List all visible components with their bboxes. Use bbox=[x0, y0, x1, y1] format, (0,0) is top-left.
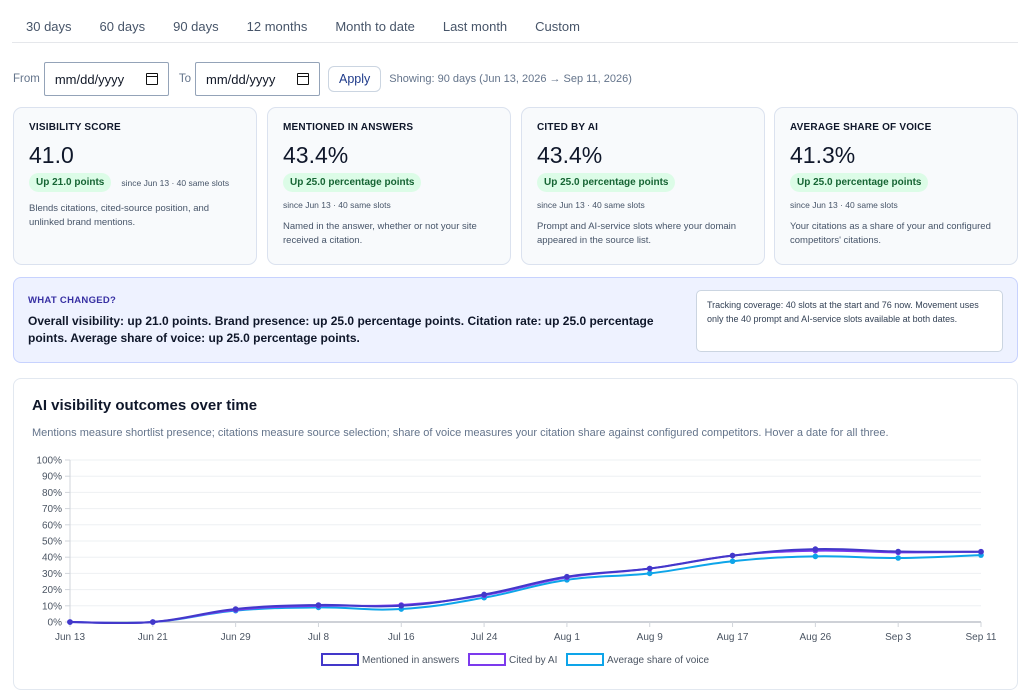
since-text: since Jun 13 · 40 same slots bbox=[283, 200, 391, 210]
data-point bbox=[646, 565, 653, 572]
card-description: Prompt and AI-service slots where your d… bbox=[537, 221, 737, 246]
card-description: Named in the answer, whether or not your… bbox=[283, 221, 477, 246]
to-date-input[interactable]: mm/dd/yyyy bbox=[195, 62, 320, 96]
y-tick-label: 70% bbox=[42, 504, 62, 515]
x-tick-label: Sep 11 bbox=[966, 632, 997, 643]
x-tick-label: Jul 16 bbox=[388, 632, 415, 643]
tab-month-to-date[interactable]: Month to date bbox=[335, 18, 415, 34]
chart-card: 0% 10% 20% 30% 40% 50% 60% 70% 80% 90% 100% Jun 13 J… bbox=[13, 378, 1018, 690]
card-description: Your citations as a share of your and co… bbox=[790, 221, 991, 246]
y-tick-label: 60% bbox=[42, 520, 62, 531]
legend-swatch bbox=[321, 653, 359, 666]
to-date-value: mm/dd/yyyy bbox=[206, 71, 276, 87]
tab-custom[interactable]: Custom bbox=[535, 18, 580, 34]
date-range-row: From mm/dd/yyyy To mm/dd/yyyy Apply Show… bbox=[13, 62, 632, 96]
data-point bbox=[812, 546, 819, 552]
from-date-value: mm/dd/yyyy bbox=[54, 71, 125, 87]
series-line-1 bbox=[69, 549, 982, 625]
tracking-coverage-note: Tracking coverage: 40 slots at the start… bbox=[696, 290, 1003, 352]
tab-90-days[interactable]: 90 days bbox=[173, 18, 219, 34]
y-tick-label: 50% bbox=[42, 537, 62, 548]
x-tick-label: Aug 1 bbox=[554, 632, 581, 643]
x-tick-label: Aug 9 bbox=[637, 632, 664, 643]
data-point bbox=[895, 555, 901, 561]
chart-subtitle: Mentions measure shortlist presence; cit… bbox=[32, 427, 889, 439]
legend-swatch bbox=[566, 653, 604, 666]
period-tabs: 30 days 60 days 90 days 12 months Month … bbox=[12, 0, 1018, 43]
card-title: AVERAGE SHARE OF VOICE bbox=[790, 122, 932, 133]
data-point bbox=[895, 548, 901, 555]
data-point bbox=[729, 552, 736, 559]
apply-button[interactable]: Apply bbox=[328, 66, 382, 92]
data-point bbox=[812, 553, 819, 560]
calendar-icon[interactable] bbox=[297, 73, 309, 85]
x-tick-label: Jun 29 bbox=[221, 632, 251, 643]
x-tick-label: Jun 13 bbox=[55, 632, 85, 643]
legend-label: Average share of voice bbox=[607, 655, 710, 666]
data-point bbox=[564, 573, 570, 580]
card-visibility-score: VISIBILITY SCORE 41.0 Up 21.0 points sin… bbox=[13, 107, 257, 265]
data-point bbox=[67, 619, 73, 625]
x-tick-label: Aug 26 bbox=[800, 632, 832, 643]
card-title: CITED BY AI bbox=[537, 122, 599, 133]
y-tick-label: 100% bbox=[36, 456, 62, 467]
chart-title: AI visibility outcomes over time bbox=[32, 397, 258, 414]
from-date-input[interactable]: mm/dd/yyyy bbox=[43, 62, 169, 96]
tab-last-month[interactable]: Last month bbox=[442, 18, 508, 34]
series-line-0 bbox=[69, 547, 982, 625]
data-point bbox=[232, 606, 239, 612]
data-point bbox=[978, 548, 984, 555]
data-point bbox=[729, 558, 736, 565]
tab-30-days[interactable]: 30 days bbox=[26, 18, 72, 34]
calendar-icon[interactable] bbox=[145, 73, 158, 85]
from-label: From bbox=[13, 73, 40, 85]
x-tick-label: Jun 21 bbox=[138, 632, 168, 643]
visibility-chart[interactable]: 0% 10% 20% 30% 40% 50% 60% 70% 80% 90% 100% Jun 13 J… bbox=[14, 379, 1019, 691]
to-label: To bbox=[178, 73, 191, 85]
legend-swatch bbox=[468, 653, 506, 666]
data-point bbox=[398, 603, 405, 609]
change-badge: Up 25.0 percentage points bbox=[283, 173, 422, 192]
card-value: 41.3% bbox=[790, 142, 856, 168]
card-cited-by-ai: CITED BY AI 43.4% Up 25.0 percentage poi… bbox=[521, 107, 765, 265]
x-tick-label: Aug 17 bbox=[717, 632, 749, 643]
card-title: MENTIONED IN ANSWERS bbox=[283, 122, 414, 133]
y-tick-label: 80% bbox=[42, 488, 62, 499]
y-tick-label: 30% bbox=[42, 569, 62, 580]
data-point bbox=[481, 591, 487, 598]
what-changed-summary: Overall visibility: up 21.0 points. Bran… bbox=[28, 314, 654, 345]
legend-label: Mentioned in answers bbox=[362, 655, 459, 666]
change-badge: Up 25.0 percentage points bbox=[790, 173, 929, 192]
x-tick-label: Jul 24 bbox=[471, 632, 498, 643]
since-text: since Jun 13 · 40 same slots bbox=[121, 177, 230, 188]
card-value: 41.0 bbox=[29, 142, 74, 168]
card-value: 43.4% bbox=[537, 142, 603, 168]
what-changed-title: WHAT CHANGED? bbox=[28, 295, 117, 306]
tab-12-months[interactable]: 12 months bbox=[246, 18, 308, 34]
y-tick-label: 10% bbox=[42, 601, 62, 612]
change-badge: Up 21.0 points bbox=[29, 173, 112, 192]
data-point bbox=[315, 602, 322, 608]
since-text: since Jun 13 · 40 same slots bbox=[537, 200, 645, 210]
showing-range-text: Showing: 90 days (Jun 13, 2026 → Sep 11,… bbox=[389, 73, 632, 85]
card-average-share-of-voice: AVERAGE SHARE OF VOICE 41.3% Up 25.0 per… bbox=[774, 107, 1018, 265]
y-tick-label: 40% bbox=[42, 553, 62, 564]
card-description: Blends citations, cited-source position,… bbox=[29, 203, 210, 228]
y-tick-label: 20% bbox=[42, 585, 62, 596]
card-value: 43.4% bbox=[283, 142, 349, 168]
change-badge: Up 25.0 percentage points bbox=[537, 173, 676, 192]
data-point bbox=[150, 619, 156, 625]
x-tick-label: Jul 8 bbox=[308, 632, 330, 643]
x-tick-label: Sep 3 bbox=[885, 632, 912, 643]
since-text: since Jun 13 · 40 same slots bbox=[790, 200, 898, 210]
y-tick-label: 0% bbox=[48, 618, 63, 629]
data-point bbox=[646, 570, 653, 577]
what-changed-panel: WHAT CHANGED? Overall visibility: up 21.… bbox=[13, 277, 1018, 363]
card-mentioned-in-answers: MENTIONED IN ANSWERS 43.4% Up 25.0 perce… bbox=[267, 107, 511, 265]
y-tick-label: 90% bbox=[42, 472, 62, 483]
legend-label: Cited by AI bbox=[509, 655, 557, 666]
card-title: VISIBILITY SCORE bbox=[29, 122, 121, 133]
tab-60-days[interactable]: 60 days bbox=[99, 18, 146, 34]
